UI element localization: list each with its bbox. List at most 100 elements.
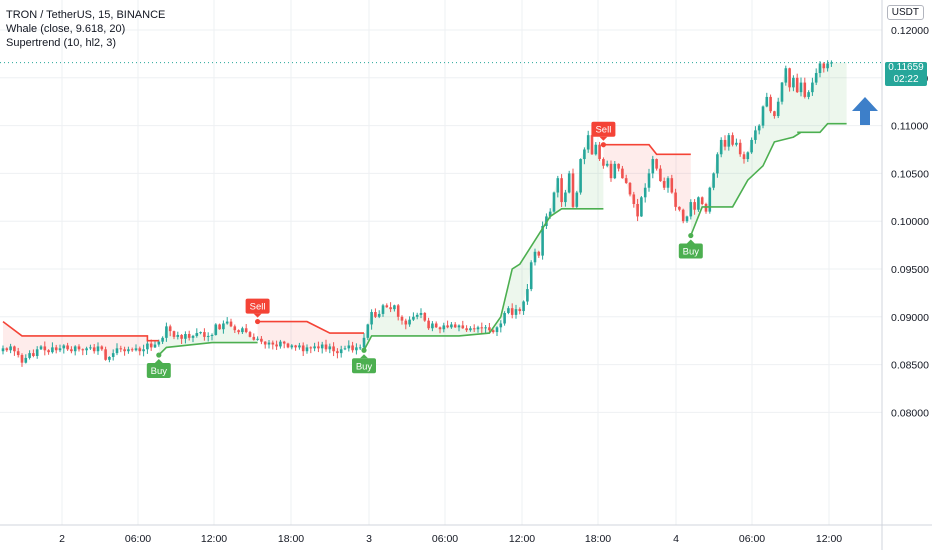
candle-body[interactable] xyxy=(681,209,685,222)
candle-body[interactable] xyxy=(636,203,639,217)
candle-body[interactable] xyxy=(385,305,389,308)
candle-body[interactable] xyxy=(522,301,525,312)
candle-body[interactable] xyxy=(742,154,746,160)
candle-body[interactable] xyxy=(275,344,278,347)
candle-body[interactable] xyxy=(567,173,571,193)
candle-body[interactable] xyxy=(313,346,316,349)
candle-body[interactable] xyxy=(218,324,221,330)
candle-body[interactable] xyxy=(47,350,50,353)
candle-body[interactable] xyxy=(442,325,446,330)
candle-body[interactable] xyxy=(305,347,309,352)
candle-body[interactable] xyxy=(244,328,248,333)
candle-body[interactable] xyxy=(294,345,297,348)
candle-body[interactable] xyxy=(571,173,575,207)
candle-body[interactable] xyxy=(510,308,514,315)
candle-body[interactable] xyxy=(85,348,88,351)
candle-body[interactable] xyxy=(142,349,145,352)
candle-body[interactable] xyxy=(765,96,769,107)
candle-body[interactable] xyxy=(415,314,419,317)
candle-body[interactable] xyxy=(271,342,275,345)
candle-body[interactable] xyxy=(73,346,77,352)
candle-body[interactable] xyxy=(434,323,438,328)
candle-body[interactable] xyxy=(708,187,712,212)
candle-body[interactable] xyxy=(324,344,328,350)
candle-body[interactable] xyxy=(450,324,453,328)
candle-body[interactable] xyxy=(396,305,400,317)
candle-body[interactable] xyxy=(814,73,818,83)
candle-body[interactable] xyxy=(457,325,461,328)
candle-body[interactable] xyxy=(427,320,430,329)
candle-body[interactable] xyxy=(788,68,791,88)
candle-body[interactable] xyxy=(20,355,24,363)
candle-body[interactable] xyxy=(735,142,738,145)
candle-body[interactable] xyxy=(586,135,590,150)
candle-body[interactable] xyxy=(13,346,16,352)
candle-body[interactable] xyxy=(590,135,594,155)
candle-body[interactable] xyxy=(507,308,510,313)
candle-body[interactable] xyxy=(693,202,696,210)
candle-body[interactable] xyxy=(317,346,320,349)
candle-body[interactable] xyxy=(750,139,753,153)
candle-body[interactable] xyxy=(195,333,199,336)
candle-body[interactable] xyxy=(495,327,499,333)
candle-body[interactable] xyxy=(24,357,28,363)
candle-body[interactable] xyxy=(286,343,290,348)
candle-body[interactable] xyxy=(807,92,810,97)
candle-body[interactable] xyxy=(393,305,396,310)
candle-body[interactable] xyxy=(651,159,655,174)
candle-body[interactable] xyxy=(799,82,803,93)
candle-body[interactable] xyxy=(225,321,229,324)
candle-body[interactable] xyxy=(773,111,776,117)
candle-body[interactable] xyxy=(362,337,366,348)
candle-body[interactable] xyxy=(469,328,472,331)
candle-body[interactable] xyxy=(795,77,799,93)
candle-body[interactable] xyxy=(9,346,12,351)
candle-body[interactable] xyxy=(552,192,556,212)
candle-body[interactable] xyxy=(803,82,807,97)
candle-body[interactable] xyxy=(176,334,180,337)
candle-body[interactable] xyxy=(168,326,172,332)
candle-body[interactable] xyxy=(161,337,164,342)
candle-body[interactable] xyxy=(172,331,176,337)
candle-body[interactable] xyxy=(438,327,442,330)
candle-body[interactable] xyxy=(643,187,647,198)
candle-body[interactable] xyxy=(66,345,69,350)
candle-body[interactable] xyxy=(579,159,582,193)
candle-body[interactable] xyxy=(206,335,210,337)
candle-body[interactable] xyxy=(214,324,218,335)
candle-body[interactable] xyxy=(343,348,347,350)
candle-body[interactable] xyxy=(784,68,788,83)
candle-body[interactable] xyxy=(81,349,85,351)
candle-body[interactable] xyxy=(108,356,111,360)
candle-body[interactable] xyxy=(290,345,294,348)
candle-body[interactable] xyxy=(16,351,20,356)
candle-body[interactable] xyxy=(332,346,335,352)
candle-body[interactable] xyxy=(761,106,765,126)
candle-body[interactable] xyxy=(560,178,563,203)
candle-body[interactable] xyxy=(484,327,487,329)
candle-body[interactable] xyxy=(624,178,628,183)
candle-body[interactable] xyxy=(727,135,731,147)
candle-body[interactable] xyxy=(58,348,62,351)
candle-body[interactable] xyxy=(575,192,579,207)
indicator-whale-label[interactable]: Whale (close, 9.618, 20) xyxy=(6,23,126,35)
candle-body[interactable] xyxy=(453,324,457,328)
candle-body[interactable] xyxy=(366,324,370,338)
candle-body[interactable] xyxy=(92,347,96,352)
candle-body[interactable] xyxy=(51,347,54,353)
symbol-label[interactable]: TRON / TetherUS, 15, BINANCE xyxy=(6,9,166,21)
candle-body[interactable] xyxy=(187,334,191,338)
candle-body[interactable] xyxy=(754,130,757,140)
candle-body[interactable] xyxy=(533,251,537,263)
candle-body[interactable] xyxy=(358,347,362,349)
candle-body[interactable] xyxy=(104,349,107,360)
candle-body[interactable] xyxy=(419,312,423,315)
candle-body[interactable] xyxy=(130,349,134,351)
candle-body[interactable] xyxy=(328,346,332,350)
buy-signal[interactable]: Buy xyxy=(352,347,376,374)
candle-body[interactable] xyxy=(541,225,544,256)
candle-body[interactable] xyxy=(233,326,237,331)
candle-body[interactable] xyxy=(704,203,708,212)
candle-body[interactable] xyxy=(260,338,263,342)
candle-body[interactable] xyxy=(153,344,157,348)
